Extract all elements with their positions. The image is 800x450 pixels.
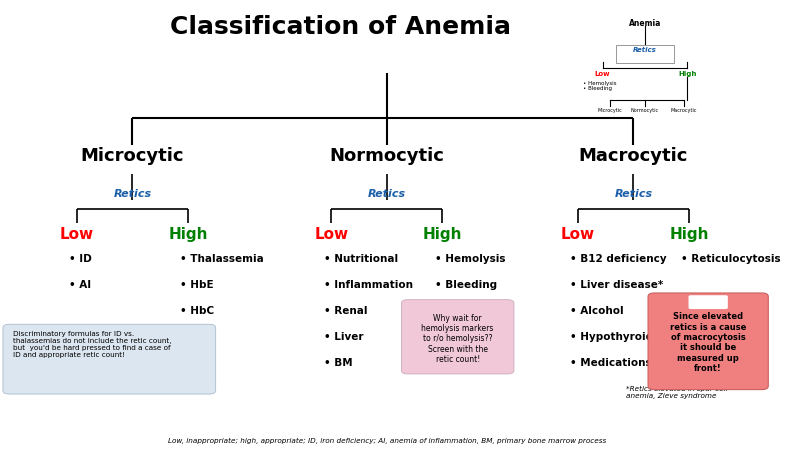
Text: Since elevated
retics is a cause
of macrocytosis
it should be
measured up
front!: Since elevated retics is a cause of macr… <box>670 312 746 373</box>
Text: Low, inappropriate; high, appropriate; ID, iron deficiency; AI, anemia of inflam: Low, inappropriate; high, appropriate; I… <box>168 438 606 444</box>
Text: Macrocytic: Macrocytic <box>670 108 697 113</box>
Text: High: High <box>669 227 709 242</box>
Text: *Retics elevated in spur cell
anemia, Zieve syndrome: *Retics elevated in spur cell anemia, Zi… <box>626 386 727 399</box>
Text: • BM: • BM <box>323 358 352 368</box>
Text: Microcytic: Microcytic <box>598 108 622 113</box>
Text: • Liver: • Liver <box>323 332 363 342</box>
Text: Low: Low <box>594 71 610 77</box>
Text: • Hemolysis
• Bleeding: • Hemolysis • Bleeding <box>583 81 617 91</box>
Text: High: High <box>678 71 697 77</box>
Text: Retics: Retics <box>368 189 406 198</box>
Text: • ID: • ID <box>70 254 92 264</box>
Text: • Reticulocytosis: • Reticulocytosis <box>681 254 781 264</box>
Text: • HbC: • HbC <box>180 306 214 316</box>
Text: • Medications: • Medications <box>570 358 652 368</box>
Text: Macrocytic: Macrocytic <box>578 147 688 165</box>
Text: • Nutritional: • Nutritional <box>323 254 398 264</box>
Text: Normocytic: Normocytic <box>330 147 444 165</box>
Text: Retics: Retics <box>114 189 151 198</box>
FancyBboxPatch shape <box>689 295 728 309</box>
Text: • Renal: • Renal <box>323 306 367 316</box>
Text: • Alcohol: • Alcohol <box>570 306 624 316</box>
Text: Low: Low <box>314 227 348 242</box>
Text: Normocytic: Normocytic <box>631 108 659 113</box>
Text: Why wait for
hemolysis markers
to r/o hemolysis??
Screen with the
retic count!: Why wait for hemolysis markers to r/o he… <box>422 314 494 364</box>
Text: Microcytic: Microcytic <box>81 147 184 165</box>
Text: Discriminatory formulas for ID vs.
thalassemias do not include the retic count,
: Discriminatory formulas for ID vs. thala… <box>13 332 171 359</box>
Text: • Thalassemia: • Thalassemia <box>180 254 264 264</box>
Text: Low: Low <box>60 227 94 242</box>
FancyBboxPatch shape <box>402 300 514 374</box>
Text: High: High <box>422 227 462 242</box>
Text: High: High <box>168 227 208 242</box>
Text: • Liver disease*: • Liver disease* <box>570 280 663 290</box>
FancyBboxPatch shape <box>648 293 768 390</box>
Text: • Inflammation: • Inflammation <box>323 280 413 290</box>
Text: • AI: • AI <box>70 280 91 290</box>
Text: Anemia: Anemia <box>629 19 661 28</box>
Text: • HbE: • HbE <box>180 280 214 290</box>
FancyBboxPatch shape <box>440 302 475 313</box>
FancyBboxPatch shape <box>3 324 216 394</box>
Text: • Hypothyroid: • Hypothyroid <box>570 332 654 342</box>
Text: • Bleeding: • Bleeding <box>434 280 497 290</box>
Text: • Hemolysis: • Hemolysis <box>434 254 505 264</box>
Text: Low: Low <box>561 227 595 242</box>
Text: Retics: Retics <box>614 189 653 198</box>
Text: Retics: Retics <box>633 47 657 54</box>
Text: Classification of Anemia: Classification of Anemia <box>170 15 511 39</box>
Text: • B12 deficiency: • B12 deficiency <box>570 254 667 264</box>
FancyBboxPatch shape <box>616 45 674 63</box>
